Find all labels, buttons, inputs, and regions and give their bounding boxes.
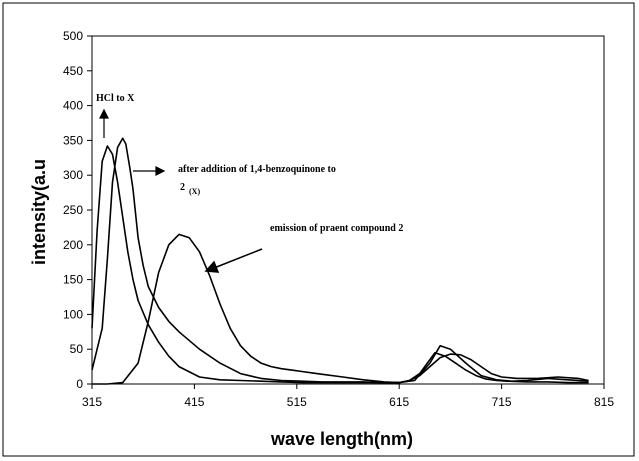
y-tick-label: 50 (70, 342, 84, 356)
y-tick-label: 350 (63, 133, 83, 147)
x-tick-label: 715 (492, 395, 512, 409)
x-tick-label: 515 (287, 395, 307, 409)
arrow-parent-compound (204, 248, 263, 273)
plot-area (87, 35, 605, 389)
annotation-x-label: (X) (189, 187, 200, 196)
annotation-parent-emission-label: emission of praent compound 2 (270, 223, 403, 234)
y-tick-labels: 0 50 100 150 200 250 300 350 400 450 500 (63, 29, 83, 391)
y-tick-label: 150 (63, 273, 83, 287)
annotation-hcl-label: HCl to X (96, 93, 135, 104)
series-line-2 (91, 137, 589, 384)
y-tick-label: 450 (63, 64, 83, 78)
y-tick-label: 400 (63, 99, 83, 113)
series-line-1 (91, 145, 589, 384)
y-tick-label: 0 (76, 377, 83, 391)
y-tick-label: 250 (63, 203, 83, 217)
x-tick-label: 315 (82, 395, 102, 409)
x-tick-labels: 315 415 515 615 715 815 (82, 395, 614, 409)
y-tick-label: 200 (63, 238, 83, 252)
y-axis-title: intensity(a.u (29, 159, 49, 265)
y-tick-label: 300 (63, 168, 83, 182)
x-tick-label: 815 (594, 395, 614, 409)
y-tick-label: 100 (63, 307, 83, 321)
x-tick-label: 415 (184, 395, 204, 409)
arrow-hcl (99, 108, 109, 138)
y-tick-label: 500 (63, 29, 83, 43)
x-tick-label: 615 (389, 395, 409, 409)
annotation-compound-number: 2 (180, 182, 185, 193)
series-line-3 (92, 233, 589, 385)
annotation-benzoquinone-label: after addition of 1,4-benzoquinone to (178, 164, 336, 175)
x-axis-title: wave length(nm) (270, 429, 413, 449)
arrow-benzoquinone (133, 166, 166, 176)
